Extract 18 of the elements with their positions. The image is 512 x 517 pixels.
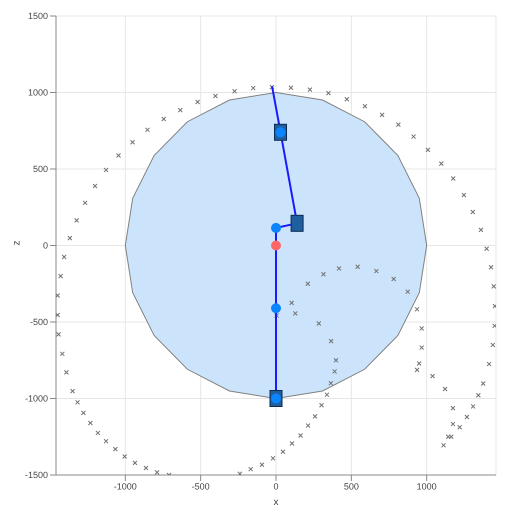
y-tick-label: 1500 — [28, 11, 48, 22]
y-tick-label: -500 — [30, 317, 48, 328]
y-tick-label: 0 — [42, 240, 48, 251]
y-tick-label: 500 — [32, 164, 48, 174]
x-tick-label: 500 — [344, 481, 359, 492]
x-tick-label: -1000 — [114, 481, 137, 492]
point — [271, 303, 281, 314]
x-tick-label: -500 — [192, 481, 210, 492]
point — [290, 214, 304, 232]
x-tick-label: 0 — [273, 481, 279, 492]
point — [271, 222, 281, 233]
y-tick-label: -1500 — [24, 470, 48, 480]
y-axis-title: z — [12, 240, 23, 246]
point — [271, 240, 281, 250]
y-tick-label: 1000 — [28, 88, 48, 98]
x-axis-title: x — [274, 497, 278, 508]
y-tick-label: -1000 — [24, 394, 48, 404]
x-tick-label: 1000 — [416, 481, 437, 492]
